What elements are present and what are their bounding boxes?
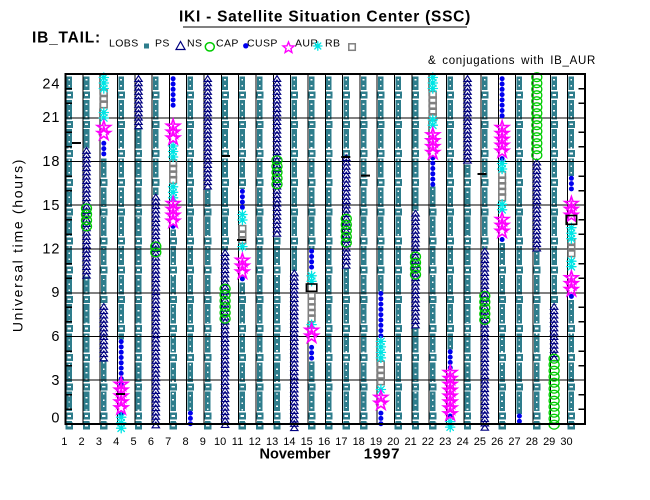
- svg-text:18: 18: [353, 436, 365, 448]
- svg-text:1997: 1997: [364, 446, 401, 463]
- svg-text:21: 21: [404, 436, 416, 448]
- svg-text:9: 9: [200, 436, 206, 448]
- svg-text:20: 20: [387, 436, 399, 448]
- svg-text:IB_TAIL:: IB_TAIL:: [32, 30, 101, 47]
- svg-text:18: 18: [42, 154, 60, 170]
- svg-text:IKI - Satellite Situation Cent: IKI - Satellite Situation Center (SSC): [179, 9, 471, 26]
- svg-text:26: 26: [491, 436, 503, 448]
- svg-text:5: 5: [131, 436, 137, 448]
- svg-text:13: 13: [266, 436, 278, 448]
- svg-text:12: 12: [249, 436, 261, 448]
- svg-text:24: 24: [42, 77, 60, 93]
- svg-text:6: 6: [148, 436, 154, 448]
- svg-text:21: 21: [42, 110, 60, 126]
- svg-text:LOBS: LOBS: [109, 38, 139, 50]
- svg-text:12: 12: [42, 242, 60, 258]
- svg-text:1: 1: [61, 436, 67, 448]
- svg-text:11: 11: [232, 436, 243, 448]
- svg-text:Universal time (hours): Universal time (hours): [10, 158, 26, 332]
- svg-text:2: 2: [79, 436, 85, 448]
- svg-text:& conjugations with IB_AUR: & conjugations with IB_AUR: [428, 55, 596, 67]
- svg-text:17: 17: [335, 436, 347, 448]
- svg-text:30: 30: [560, 436, 572, 448]
- svg-text:15: 15: [301, 436, 313, 448]
- svg-text:PS: PS: [155, 38, 170, 50]
- svg-text:28: 28: [526, 436, 538, 448]
- svg-text:3: 3: [51, 373, 60, 389]
- svg-text:7: 7: [165, 436, 171, 448]
- svg-text:3: 3: [96, 436, 102, 448]
- svg-text:23: 23: [439, 436, 451, 448]
- svg-text:NS: NS: [187, 38, 202, 50]
- svg-text:AUR: AUR: [295, 38, 318, 50]
- svg-text:8: 8: [182, 436, 188, 448]
- svg-text:25: 25: [474, 436, 486, 448]
- svg-text:RB: RB: [325, 38, 340, 50]
- svg-text:6: 6: [51, 329, 60, 345]
- svg-text:29: 29: [543, 436, 555, 448]
- svg-text:November: November: [260, 447, 331, 463]
- svg-text:16: 16: [318, 436, 330, 448]
- svg-text:CAP: CAP: [216, 38, 239, 50]
- svg-text:0: 0: [51, 411, 60, 427]
- svg-text:24: 24: [456, 436, 468, 448]
- svg-text:19: 19: [370, 436, 382, 448]
- svg-text:27: 27: [508, 436, 520, 448]
- svg-text:4: 4: [113, 436, 119, 448]
- svg-text:15: 15: [42, 198, 60, 214]
- svg-text:9: 9: [51, 285, 60, 301]
- svg-text:14: 14: [283, 436, 295, 448]
- svg-text:CUSP: CUSP: [247, 38, 278, 50]
- svg-text:22: 22: [422, 436, 434, 448]
- svg-text:10: 10: [214, 436, 226, 448]
